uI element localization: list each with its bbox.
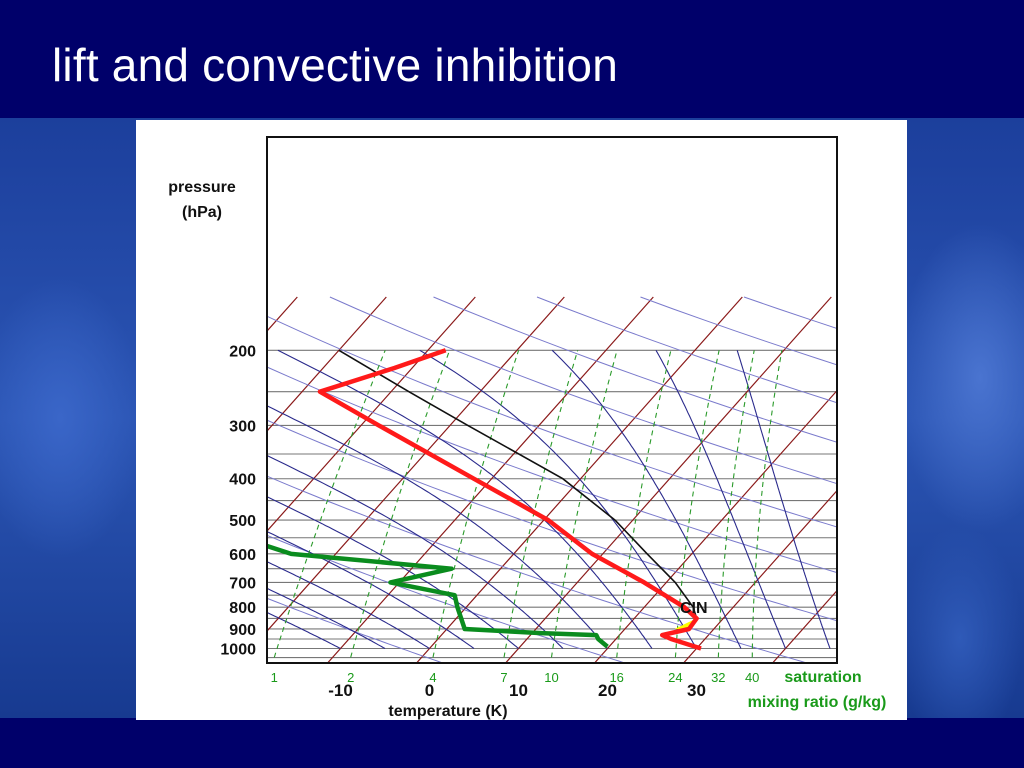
mixing-ratio-line: [674, 350, 720, 658]
isotherm-line: [771, 589, 837, 663]
mixing-ratio-tick-label: 24: [668, 670, 682, 685]
moist-adiabat-line: [267, 454, 564, 649]
temperature-tick-label: 0: [425, 681, 434, 700]
dry-adiabat-line: [267, 534, 627, 663]
mixing-ratio-tick-label: 4: [429, 670, 436, 685]
dry-adiabat-line: [743, 296, 837, 330]
isotherm-line: [326, 296, 654, 663]
mixing-ratio-line: [616, 350, 672, 658]
dry-adiabat-line: [267, 419, 837, 622]
pressure-tick-label: 700: [229, 575, 256, 592]
mixing-ratio-line: [273, 350, 386, 658]
mixing-ratio-line: [751, 350, 783, 658]
moist-adiabat-line: [736, 350, 831, 649]
moist-adiabat-line: [551, 349, 742, 649]
dry-adiabat-line: [267, 366, 837, 574]
mixing-ratio-tick-label: 7: [500, 670, 507, 685]
pressure-tick-label: 200: [229, 343, 256, 360]
dry-adiabat-line: [433, 296, 837, 443]
temperature-tick-label: -10: [328, 681, 353, 700]
isotherm-line: [267, 296, 387, 432]
temperature-tick-label: 30: [687, 681, 706, 700]
isotherm-line: [415, 296, 743, 663]
mixing-ratio-tick-label: 40: [745, 670, 759, 685]
dry-adiabat-line: [329, 296, 837, 485]
dry-adiabat-line: [267, 315, 837, 528]
plot-frame: [266, 136, 838, 664]
mixing-ratio-line: [717, 350, 755, 658]
mixing-ratio-label-line-1: saturation: [784, 669, 861, 686]
pressure-tick-labels: 200 300 400 500 600 700 800 900 1000: [220, 343, 256, 658]
mixing-ratio-tick-label: 16: [609, 670, 623, 685]
profiles: [267, 348, 702, 651]
y-axis-label-line-2: (hPa): [182, 204, 222, 221]
moist-adiabat-line: [267, 587, 386, 649]
isotherm-line: [504, 296, 832, 663]
chart-panel: 200 300 400 500 600 700 800 900 1000 -10 0 10 20 30 …: [136, 120, 907, 720]
pressure-tick-label: 400: [229, 472, 256, 489]
moist-adiabat-line: [267, 405, 608, 649]
slide-title: lift and convective inhibition: [52, 39, 618, 91]
mixing-ratio-label-line-2: mixing ratio (g/kg): [748, 694, 887, 711]
pressure-tick-label: 300: [229, 418, 256, 435]
isotherm-line: [267, 296, 298, 332]
mixing-ratio-line: [550, 350, 618, 658]
dewpoint-line: [267, 543, 609, 649]
pressure-tick-label: 900: [229, 622, 256, 639]
cin-annotation: CIN: [680, 600, 708, 617]
pressure-tick-label: 500: [229, 513, 256, 530]
pressure-tick-label: 600: [229, 547, 256, 564]
dry-adiabat-line: [267, 475, 809, 663]
isotherm-line: [136, 297, 208, 666]
isotherm-line: [593, 389, 837, 663]
temperature-tick-label: 10: [509, 681, 528, 700]
dry-adiabat-line: [267, 597, 445, 663]
mixing-ratio-tick-labels: 1 2 4 7 10 16 24 32 40: [271, 670, 760, 685]
x-axis-label: temperature (K): [388, 703, 507, 720]
background-lines: [136, 296, 907, 666]
mixing-ratio-tick-label: 10: [544, 670, 558, 685]
isotherm-line: [682, 489, 837, 663]
moist-adiabat-line: [267, 530, 475, 649]
moist-adiabat-line: [277, 349, 653, 649]
mixing-ratio-tick-label: 1: [271, 670, 278, 685]
mixing-ratio-tick-label: 2: [347, 670, 354, 685]
moist-adiabat-line: [267, 561, 430, 649]
mixing-ratio-tick-label: 32: [711, 670, 725, 685]
pressure-tick-label: 800: [229, 600, 256, 617]
mixing-ratio-line: [432, 350, 520, 658]
moist-adiabat-line: [419, 349, 697, 649]
parcel-path-line: [338, 349, 698, 619]
moist-adiabat-line: [655, 350, 787, 649]
isotherm-line: [267, 296, 476, 532]
isotherm-line: [267, 296, 565, 632]
isotherm-line: [859, 297, 907, 666]
moist-adiabat-line: [267, 496, 519, 649]
temperature-line: [317, 348, 702, 651]
moist-adiabat-line: [267, 611, 341, 649]
pressure-tick-label: 1000: [220, 642, 256, 659]
temperature-tick-labels: -10 0 10 20 30: [328, 681, 706, 700]
y-axis-label-line-1: pressure: [168, 179, 236, 196]
temperature-tick-label: 20: [598, 681, 617, 700]
